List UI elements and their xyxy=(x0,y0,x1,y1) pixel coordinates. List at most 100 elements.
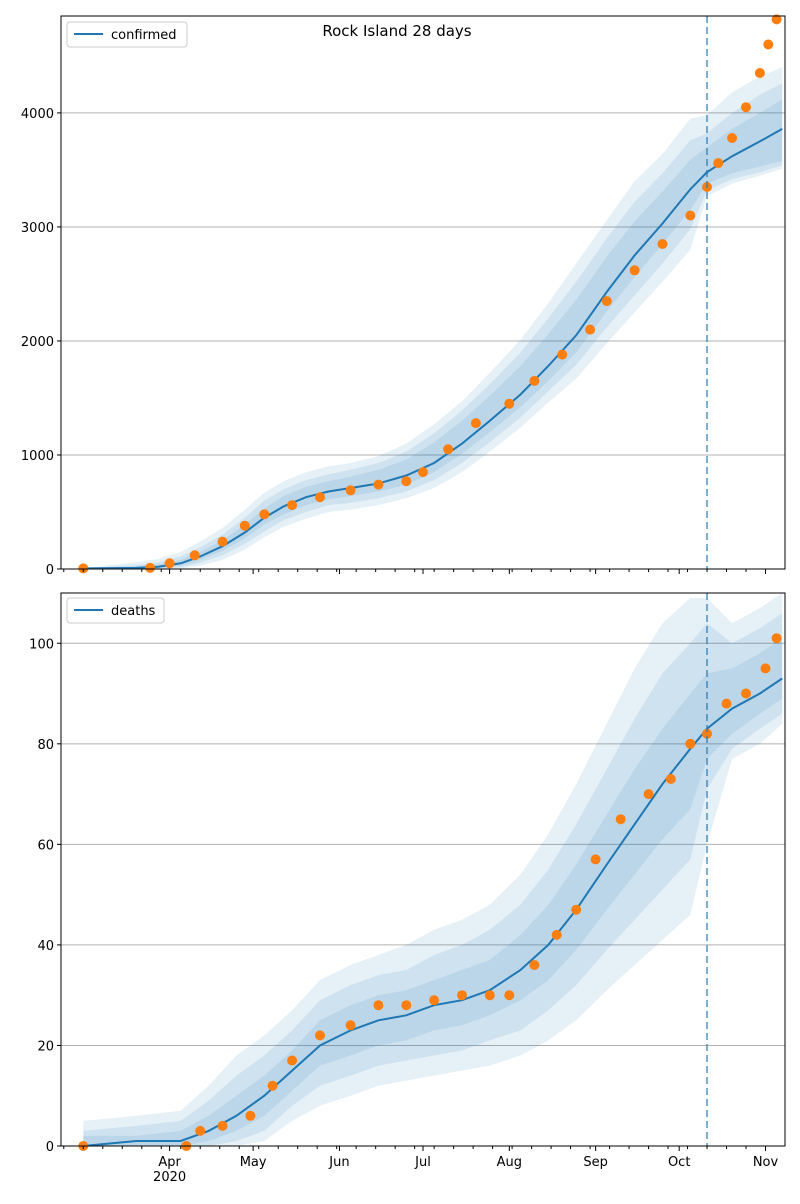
observed-point xyxy=(557,349,568,360)
x-tick-label: 2020 xyxy=(153,1170,186,1185)
confirmed-legend-box xyxy=(66,21,188,48)
observed-point xyxy=(702,728,712,739)
uncertainty-band xyxy=(83,638,783,1146)
observed-point xyxy=(429,995,440,1006)
observed-point xyxy=(373,479,384,490)
x-tick-label: Jun xyxy=(328,1155,349,1170)
observed-point xyxy=(315,1030,325,1041)
observed-point xyxy=(529,375,540,386)
observed-point xyxy=(217,1120,228,1131)
observed-point xyxy=(741,688,751,699)
observed-point xyxy=(529,960,540,970)
observed-point xyxy=(267,1080,278,1091)
confirmed-legend-label: confirmed xyxy=(111,28,177,43)
observed-point xyxy=(585,324,596,335)
observed-point xyxy=(771,14,782,25)
observed-point xyxy=(470,418,481,429)
observed-point xyxy=(601,296,612,307)
uncertainty-band xyxy=(83,67,783,570)
observed-point xyxy=(145,562,156,573)
y-tick-label: 4000 xyxy=(21,107,54,122)
confirmed-gridlines xyxy=(61,112,785,456)
observed-point xyxy=(685,738,696,749)
observed-point xyxy=(345,1020,356,1031)
deaths-legend-label: deaths xyxy=(111,604,156,619)
uncertainty-band xyxy=(83,613,783,1146)
observed-point xyxy=(217,536,228,547)
confirmed-uncertainty-bands xyxy=(83,67,783,570)
observed-point xyxy=(164,558,175,569)
observed-point xyxy=(504,990,515,1001)
observed-point xyxy=(245,1110,256,1121)
observed-point xyxy=(643,789,654,800)
confirmed-observed-points xyxy=(78,14,782,574)
confirmed-panel: 0 1000 2000 3000 4000 confirmed xyxy=(21,14,786,578)
observed-point xyxy=(484,990,495,1001)
deaths-uncertainty-bands xyxy=(83,593,783,1146)
deaths-legend: deaths xyxy=(66,597,165,624)
observed-point xyxy=(685,210,696,221)
observed-point xyxy=(287,1055,298,1066)
observed-point xyxy=(401,1000,412,1011)
observed-point xyxy=(571,904,582,915)
observed-point xyxy=(418,467,428,478)
x-tick-label: Jul xyxy=(414,1155,431,1170)
observed-point xyxy=(78,563,89,574)
x-tick-label: May xyxy=(240,1155,267,1170)
observed-point xyxy=(443,444,454,455)
deaths-gridlines xyxy=(61,642,785,1046)
observed-point xyxy=(629,265,640,276)
observed-point xyxy=(657,239,668,249)
y-tick-label: 100 xyxy=(29,637,54,652)
y-tick-label: 60 xyxy=(37,838,54,853)
deaths-legend-box xyxy=(66,597,165,624)
observed-point xyxy=(665,774,676,784)
observed-point xyxy=(189,550,200,561)
y-tick-label: 40 xyxy=(37,939,54,954)
uncertainty-band xyxy=(83,83,783,570)
observed-point xyxy=(721,698,732,709)
confirmed-x-ticks xyxy=(63,569,767,574)
x-tick-label: Nov xyxy=(753,1155,779,1170)
observed-point xyxy=(760,663,771,674)
x-tick-label: Oct xyxy=(668,1155,690,1170)
observed-point xyxy=(741,102,751,113)
observed-point xyxy=(551,929,562,940)
observed-point xyxy=(195,1125,206,1136)
figure-title: Rock Island 28 days xyxy=(322,22,471,40)
confirmed-y-ticks: 0 1000 2000 3000 4000 xyxy=(21,107,61,578)
deaths-y-ticks: 0 20 40 60 80 100 xyxy=(29,637,61,1155)
y-tick-label: 3000 xyxy=(21,221,54,236)
observed-point xyxy=(287,500,298,511)
observed-point xyxy=(615,814,626,825)
observed-point xyxy=(239,520,250,531)
observed-point xyxy=(590,854,601,865)
y-tick-label: 1000 xyxy=(21,449,54,464)
observed-point xyxy=(713,158,724,169)
uncertainty-band xyxy=(83,99,783,569)
y-tick-label: 0 xyxy=(46,563,54,578)
observed-point xyxy=(727,133,738,143)
uncertainty-band xyxy=(83,593,783,1146)
observed-point xyxy=(754,68,765,78)
observed-point xyxy=(457,990,467,1001)
observed-point xyxy=(763,39,774,50)
y-tick-label: 20 xyxy=(37,1039,54,1054)
observed-point xyxy=(345,485,356,496)
x-tick-label: Sep xyxy=(583,1155,608,1170)
x-tick-label: Aug xyxy=(497,1155,522,1170)
observed-point xyxy=(315,492,325,503)
x-tick-label: Apr xyxy=(158,1155,181,1170)
observed-point xyxy=(771,633,782,644)
observed-point xyxy=(401,476,412,487)
observed-point xyxy=(373,1000,384,1011)
y-tick-label: 80 xyxy=(37,738,54,753)
y-tick-label: 2000 xyxy=(21,335,54,350)
observed-point xyxy=(504,398,515,409)
observed-point xyxy=(259,509,270,520)
confirmed-legend: confirmed xyxy=(66,21,188,48)
